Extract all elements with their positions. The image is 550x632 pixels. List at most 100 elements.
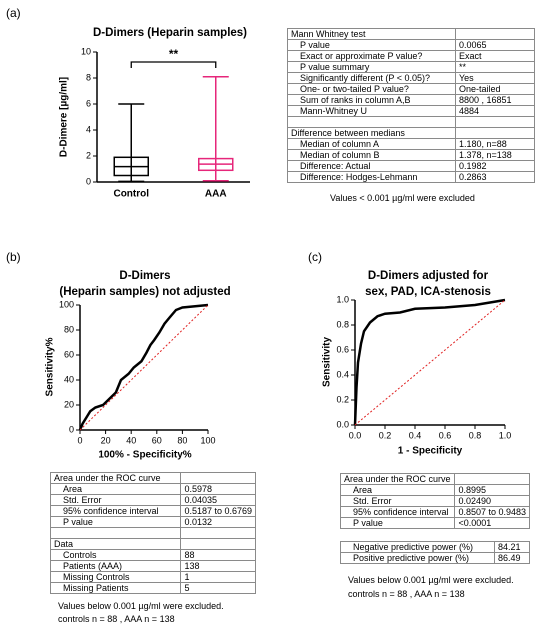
table-cell: 0.2863	[455, 171, 535, 183]
significance-bracket	[130, 61, 217, 68]
table-cell: **	[455, 61, 535, 73]
y-tick-label: 0.0	[336, 419, 349, 429]
stats-table: Negative predictive power (%) 84.21 Positi…	[340, 541, 530, 564]
table-cell: 95% confidence interval	[49, 505, 182, 517]
table-cell: Positive predictive power (%)	[340, 552, 495, 564]
y-tick-label: 60	[64, 349, 74, 359]
table-cell: Area under the ROC curve	[49, 472, 182, 484]
table-row: Difference: Hodges-Lehmann 0.2863	[287, 171, 535, 183]
y-tick-label: 0.8	[336, 319, 349, 329]
reference-line	[354, 299, 506, 426]
table-row: Missing Controls 1	[49, 571, 256, 583]
table-cell: Patients (AAA)	[49, 560, 182, 572]
table-row: Std. Error 0.04035	[49, 494, 256, 506]
x-tick-label: 0.2	[379, 430, 392, 440]
table-cell: 84.21	[494, 541, 530, 553]
x-tick-label: 0	[77, 435, 82, 445]
x-tick-label: 0.0	[349, 430, 362, 440]
table-row: 95% confidence interval 0.8507 to 0.9483	[339, 506, 530, 518]
stats-table: Area under the ROC curve Area 0.8995 Std. E…	[339, 473, 530, 529]
table-cell: 0.0065	[455, 39, 535, 51]
table-row: Area 0.5978	[49, 483, 256, 495]
table-cell: Data	[49, 538, 182, 550]
roc-curve	[78, 303, 209, 431]
table-cell: One- or two-tailed P value?	[287, 83, 456, 95]
note: Values below 0.001 µg/ml were excluded.	[348, 575, 514, 585]
table-row: P value <0.0001	[339, 517, 530, 529]
x-tick-label: 20	[101, 435, 111, 445]
table-row: Std. Error 0.02490	[339, 495, 530, 507]
chart-title: D-Dimers adjusted for	[368, 270, 489, 282]
table-row: Controls 88	[49, 549, 256, 561]
table-cell	[455, 127, 535, 139]
table-cell: 1.180, n=88	[455, 138, 535, 150]
x-tick-label: 1.0	[499, 430, 512, 440]
y-tick-label: 0	[86, 176, 91, 186]
table-cell: Significantly different (P < 0.05)?	[287, 72, 456, 84]
table-row: Median of column B 1.378, n=138	[287, 149, 535, 161]
roc-curve	[353, 298, 506, 426]
table-row: Difference: Actual 0.1982	[287, 160, 535, 172]
chart-title: D-Dimers (Heparin samples)	[93, 27, 247, 39]
table-cell: 138	[180, 560, 256, 572]
table-cell: Median of column A	[287, 138, 456, 150]
table-row: Data	[49, 538, 256, 550]
table-cell	[455, 28, 535, 40]
y-tick-label: 0.2	[336, 394, 349, 404]
table-cell	[180, 538, 256, 550]
table-cell: Mann-Whitney U	[287, 105, 456, 117]
table-row: Mann-Whitney U 4884	[287, 105, 535, 117]
table-cell: Area under the ROC curve	[339, 473, 456, 485]
table-cell: Missing Patients	[49, 582, 182, 594]
table-row: Negative predictive power (%) 84.21	[340, 541, 530, 553]
table-cell: 0.8507 to 0.9483	[454, 506, 530, 518]
y-tick-label: 20	[64, 399, 74, 409]
x-tick-label: 80	[177, 435, 187, 445]
x-tick-label: 100	[200, 435, 215, 445]
table-cell: Area	[339, 484, 456, 496]
x-tick-label: 0.6	[439, 430, 452, 440]
reference-line	[79, 304, 209, 431]
stats-table: Area under the ROC curve Area 0.5978 Std. E…	[49, 472, 256, 594]
table-cell: Negative predictive power (%)	[340, 541, 495, 553]
annotation: **	[169, 47, 179, 61]
table-cell: Difference: Actual	[287, 160, 456, 172]
table-cell: 8800 , 16851	[455, 94, 535, 106]
table-cell: 0.02490	[454, 495, 530, 507]
panel-label: (c)	[308, 250, 322, 264]
table-row: Area under the ROC curve	[49, 472, 256, 484]
table-cell: Controls	[49, 549, 182, 561]
x-tick-label: AAA	[205, 189, 227, 200]
table-cell	[49, 527, 182, 539]
table-row: Significantly different (P < 0.05)? Yes	[287, 72, 535, 84]
table-cell: 0.0132	[180, 516, 256, 528]
table-cell: Missing Controls	[49, 571, 182, 583]
table-cell: Median of column B	[287, 149, 456, 161]
y-axis-label: D-Dimere [µg/ml]	[59, 77, 70, 157]
y-tick-label: 80	[64, 324, 74, 334]
table-cell: 4884	[455, 105, 535, 117]
table-cell: 0.1982	[455, 160, 535, 172]
table-cell: 5	[180, 582, 256, 594]
chart-title: (Heparin samples) not adjusted	[59, 286, 230, 298]
table-cell: P value	[287, 39, 456, 51]
table-cell	[287, 116, 456, 128]
note: Values below 0.001 µg/ml were excluded.	[58, 601, 224, 611]
table-cell: 1.378, n=138	[455, 149, 535, 161]
x-tick-label: 0.4	[409, 430, 422, 440]
table-row: Missing Patients 5	[49, 582, 256, 594]
y-tick-label: 4	[86, 124, 91, 134]
table-cell: Sum of ranks in column A,B	[287, 94, 456, 106]
table-cell: Exact or approximate P value?	[287, 50, 456, 62]
y-tick-label: 1.0	[336, 294, 349, 304]
y-tick-label: 100	[59, 299, 74, 309]
table-row	[49, 527, 256, 539]
y-tick-label: 2	[86, 150, 91, 160]
table-cell	[454, 473, 530, 485]
table-cell: 0.8995	[454, 484, 530, 496]
table-cell: P value	[339, 517, 456, 529]
table-cell: 0.04035	[180, 494, 256, 506]
table-row: Exact or approximate P value? Exact	[287, 50, 535, 62]
x-axis-label: 100% - Specificity%	[98, 450, 191, 461]
